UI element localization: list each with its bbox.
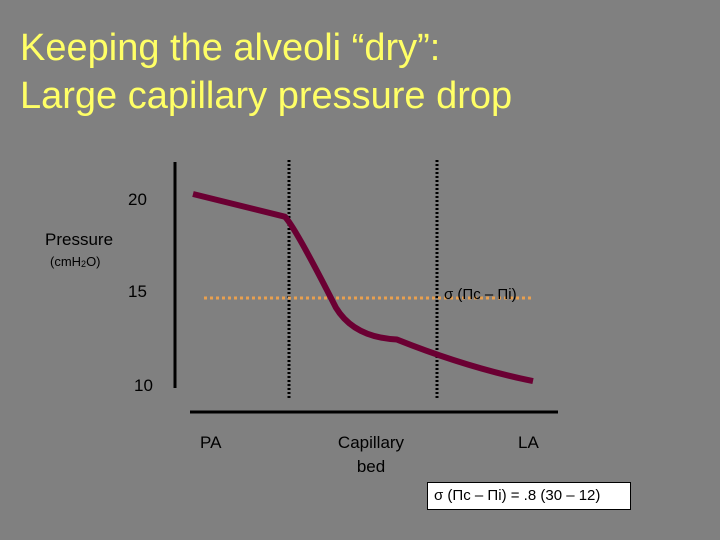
title-line-1: Keeping the alveoli “dry”:	[20, 27, 441, 69]
pressure-curve	[192, 191, 534, 385]
oncotic-line-label: σ (Πc – Πi)	[444, 286, 517, 303]
formula-box: σ (Πc – Πi) = .8 (30 – 12)	[427, 482, 631, 510]
x-label-capillary-2: bed	[357, 457, 385, 476]
x-label-la: LA	[518, 433, 539, 452]
y-tick-10: 10	[134, 376, 153, 395]
y-axis-label: Pressure	[45, 230, 113, 249]
y-axis-unit: (cmH2O)	[50, 254, 101, 269]
slide-title: Keeping the alveoli “dry”: Large capilla…	[20, 24, 512, 120]
title-line-2: Large capillary pressure drop	[20, 75, 513, 117]
y-tick-15: 15	[128, 282, 147, 301]
x-label-pa: PA	[200, 433, 222, 452]
y-tick-20: 20	[128, 190, 147, 209]
x-label-capillary-1: Capillary	[338, 433, 405, 452]
